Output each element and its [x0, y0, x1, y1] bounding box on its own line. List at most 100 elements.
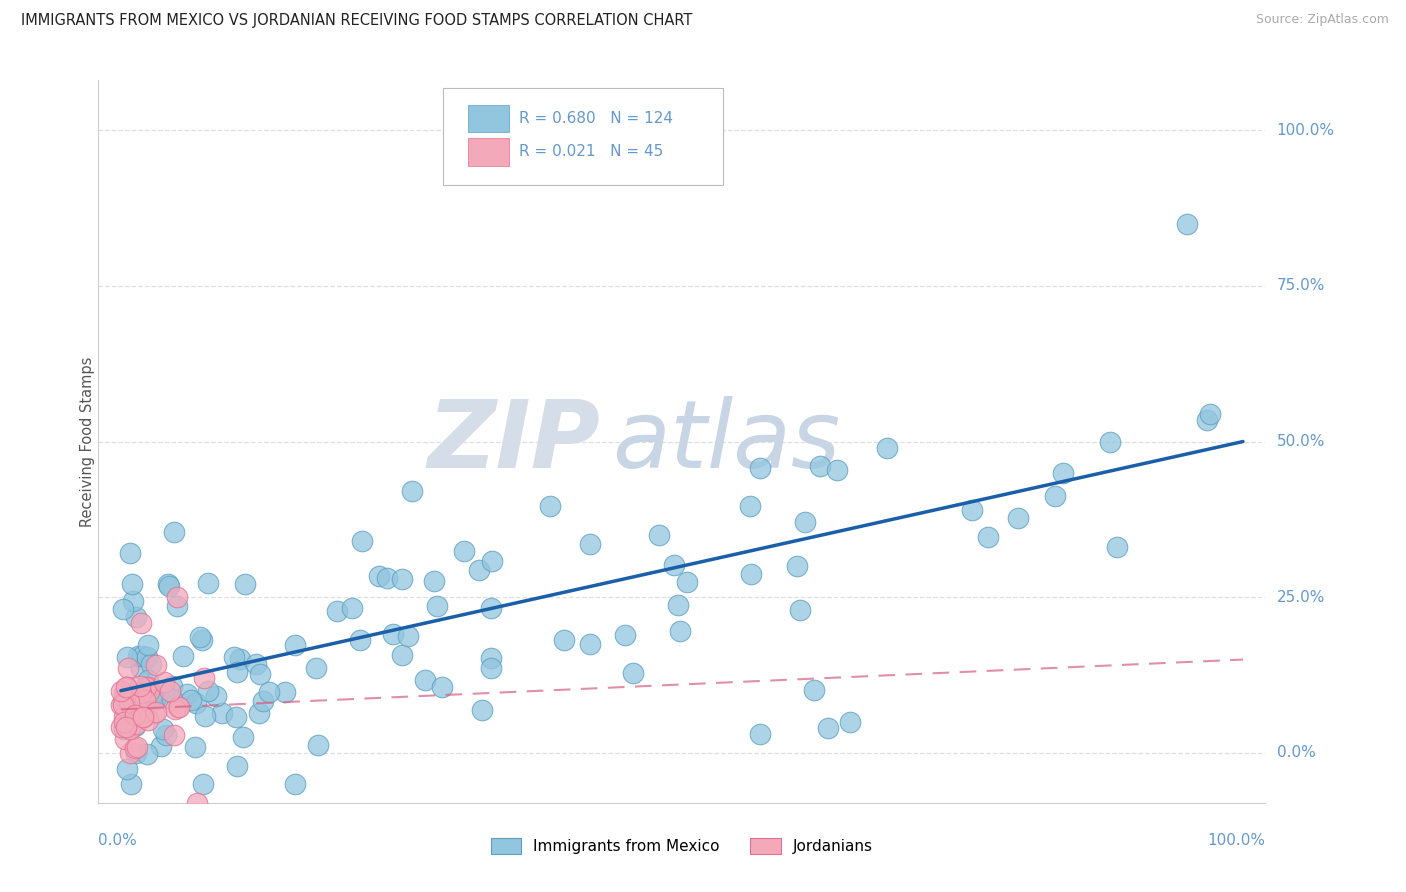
- Point: [129, 685, 152, 699]
- Point: [162, 679, 184, 693]
- Point: [1197, 413, 1219, 427]
- Text: 50.0%: 50.0%: [1277, 434, 1324, 449]
- Point: [381, 626, 404, 640]
- Point: [249, 666, 271, 681]
- Point: [252, 694, 274, 708]
- Point: [145, 705, 167, 719]
- Point: [803, 682, 825, 697]
- Point: [153, 674, 176, 689]
- Point: [152, 685, 174, 699]
- Bar: [468, 138, 509, 166]
- Point: [132, 710, 155, 724]
- Point: [152, 722, 174, 736]
- Point: [205, 689, 228, 703]
- Point: [977, 530, 1000, 544]
- Point: [188, 630, 211, 644]
- Point: [136, 702, 159, 716]
- Point: [131, 648, 153, 663]
- Point: [155, 728, 177, 742]
- Point: [115, 650, 138, 665]
- Point: [326, 604, 349, 618]
- Point: [124, 708, 146, 723]
- Point: [118, 695, 141, 709]
- Point: [115, 720, 138, 734]
- Point: [1045, 489, 1067, 503]
- Point: [1175, 217, 1198, 231]
- Point: [163, 524, 186, 539]
- Point: [112, 714, 135, 729]
- Point: [120, 722, 142, 736]
- Text: R = 0.021   N = 45: R = 0.021 N = 45: [519, 145, 662, 160]
- Point: [274, 685, 297, 699]
- Point: [307, 738, 329, 752]
- Point: [426, 599, 449, 613]
- Point: [136, 639, 159, 653]
- Point: [166, 599, 188, 614]
- Point: [110, 698, 132, 712]
- Point: [396, 629, 419, 643]
- Text: R = 0.680   N = 124: R = 0.680 N = 124: [519, 112, 672, 126]
- Point: [183, 740, 205, 755]
- Point: [225, 759, 247, 773]
- Point: [120, 777, 142, 791]
- Text: atlas: atlas: [612, 396, 841, 487]
- Point: [134, 693, 156, 707]
- Point: [125, 609, 148, 624]
- Point: [749, 727, 772, 741]
- Point: [135, 680, 157, 694]
- Point: [139, 689, 162, 703]
- Point: [112, 687, 135, 701]
- Point: [112, 695, 135, 709]
- Point: [1052, 466, 1074, 480]
- Point: [368, 569, 391, 583]
- Legend: Immigrants from Mexico, Jordanians: Immigrants from Mexico, Jordanians: [485, 832, 879, 860]
- Point: [127, 705, 149, 719]
- Point: [479, 661, 502, 675]
- Point: [960, 503, 983, 517]
- Point: [167, 699, 190, 714]
- Point: [172, 649, 194, 664]
- Point: [138, 685, 160, 699]
- Point: [794, 515, 817, 529]
- Point: [225, 709, 247, 723]
- Text: 100.0%: 100.0%: [1208, 833, 1265, 848]
- Point: [157, 576, 180, 591]
- Point: [666, 598, 689, 612]
- Point: [481, 554, 503, 568]
- Point: [467, 563, 489, 577]
- Point: [138, 684, 160, 698]
- Point: [839, 714, 862, 729]
- Point: [538, 500, 561, 514]
- Point: [115, 691, 138, 706]
- Point: [186, 796, 208, 810]
- Point: [118, 712, 141, 726]
- Point: [224, 650, 246, 665]
- Point: [141, 688, 163, 702]
- Point: [167, 699, 190, 714]
- Point: [422, 574, 444, 589]
- Point: [115, 680, 138, 694]
- Point: [145, 657, 167, 672]
- Point: [143, 692, 166, 706]
- Point: [197, 683, 219, 698]
- Point: [614, 628, 637, 642]
- Point: [825, 463, 848, 477]
- Point: [118, 746, 141, 760]
- Point: [163, 728, 186, 742]
- Point: [129, 679, 152, 693]
- Point: [165, 702, 187, 716]
- Point: [342, 601, 364, 615]
- Text: Source: ZipAtlas.com: Source: ZipAtlas.com: [1256, 13, 1389, 27]
- Point: [749, 461, 772, 475]
- Point: [125, 746, 148, 760]
- Point: [112, 710, 135, 724]
- Point: [138, 680, 160, 694]
- Point: [553, 632, 575, 647]
- Point: [232, 730, 254, 744]
- Point: [350, 534, 373, 549]
- Point: [111, 698, 134, 712]
- Point: [136, 673, 159, 687]
- Bar: [468, 105, 509, 132]
- Point: [876, 441, 898, 455]
- Point: [121, 594, 143, 608]
